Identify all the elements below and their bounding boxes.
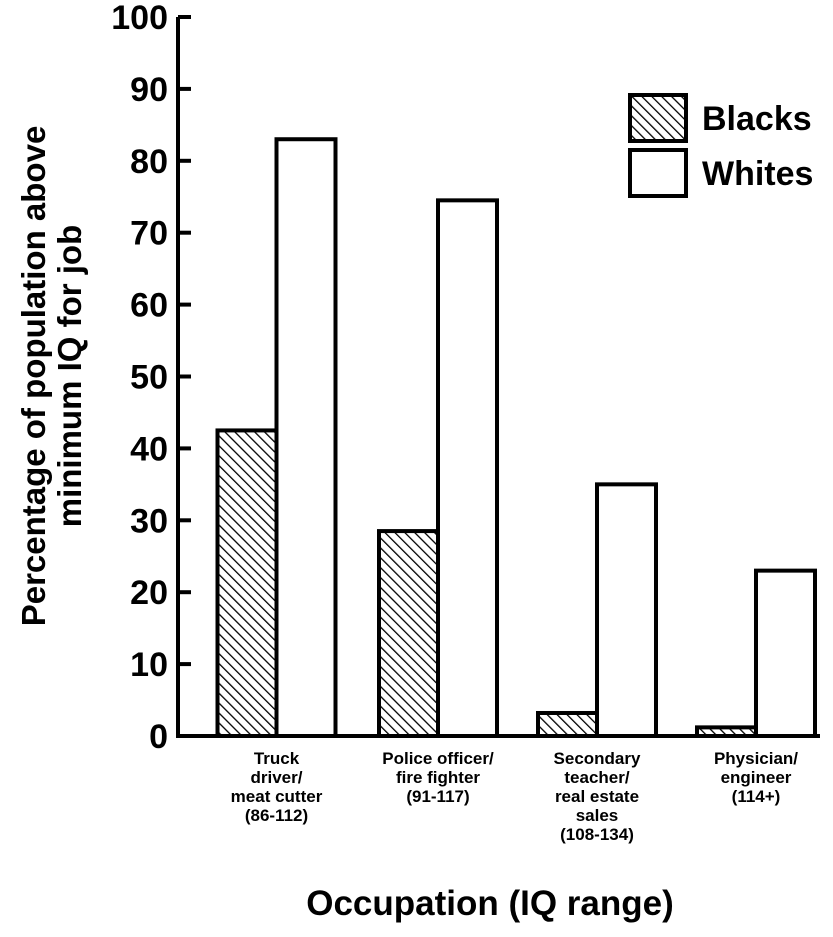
category-label-line: engineer (721, 768, 792, 787)
category-label-line: real estate (555, 787, 639, 806)
x-axis-category-labels: Truck driver/meat cutter (86-112) Police of… (231, 749, 799, 844)
bar-blacks-2 (536, 710, 599, 739)
category-label: Truck driver/meat cutter (86-112) (231, 749, 323, 825)
category-label-line: (114+) (732, 787, 781, 806)
y-tick-label: 100 (111, 0, 168, 37)
y-tick-label: 70 (130, 215, 168, 253)
y-axis-title: Percentage of population aboveminimum IQ… (15, 126, 88, 627)
category-label: Police officer/fire fighter (91-117) (382, 749, 494, 806)
category-label-line: meat cutter (231, 787, 323, 806)
bar-whites-3 (754, 568, 817, 738)
category-label-line: sales (576, 806, 619, 825)
y-tick-label: 50 (130, 359, 168, 397)
y-tick-label: 0 (149, 718, 168, 756)
category-label: Physician/engineer (114+) (714, 749, 798, 806)
y-axis-title-text: Percentage of population aboveminimum IQ… (15, 126, 88, 627)
legend-swatch-whites (628, 148, 688, 198)
category-label-line: driver/ (251, 768, 303, 787)
category-label-line: Secondary (554, 749, 641, 768)
bars (215, 137, 817, 739)
bar-blacks-0 (215, 428, 279, 738)
y-tick-label: 10 (130, 646, 168, 684)
category-label-line: fire fighter (396, 768, 480, 787)
y-tick-label: 30 (130, 502, 168, 540)
y-tick-label: 80 (130, 143, 168, 181)
y-tick-label: 20 (130, 574, 168, 612)
legend-swatch-blacks (628, 93, 688, 143)
category-label-line: Physician/ (714, 749, 798, 768)
y-axis-title-line: minimum IQ for job (51, 225, 88, 528)
y-axis-title-line: Percentage of population above (15, 126, 52, 627)
bar-whites-2 (595, 482, 658, 738)
y-axis-ticks: 0 10 20 30 40 50 60 70 80 90 100 (111, 0, 191, 756)
category-label-line: teacher/ (564, 768, 629, 787)
bar-whites-0 (274, 137, 338, 739)
legend: Blacks Whites (628, 93, 813, 198)
category-label-line: (108-134) (560, 825, 634, 844)
category-label-line: (91-117) (406, 787, 469, 806)
category-label: Secondary teacher/real estate sales (108-13… (554, 749, 641, 844)
y-tick-label: 90 (130, 71, 168, 109)
y-tick-label: 40 (130, 430, 168, 468)
category-label-line: (86-112) (245, 806, 308, 825)
x-axis-title: Occupation (IQ range) (306, 884, 674, 923)
category-label-line: Police officer/ (382, 749, 494, 768)
bar-blacks-1 (377, 529, 440, 739)
legend-label-whites: Whites (702, 155, 813, 193)
legend-label-blacks: Blacks (702, 100, 812, 138)
category-label-line: Truck (254, 749, 300, 768)
bar-whites-1 (436, 198, 499, 739)
y-tick-label: 60 (130, 287, 168, 325)
